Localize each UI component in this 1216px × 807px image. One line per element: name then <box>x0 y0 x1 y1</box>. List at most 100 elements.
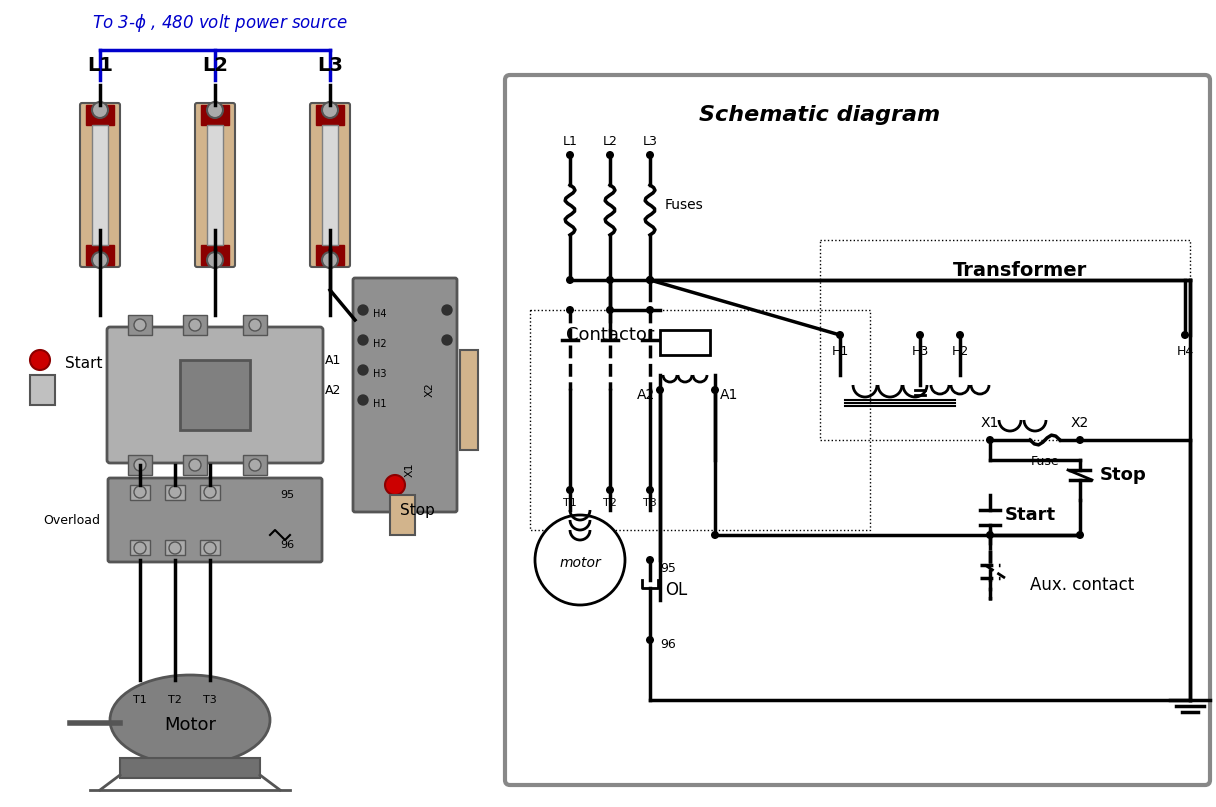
Bar <box>460 350 478 450</box>
Circle shape <box>134 459 146 471</box>
Bar <box>86 105 114 125</box>
Text: L1: L1 <box>563 135 578 148</box>
Circle shape <box>92 102 108 118</box>
Circle shape <box>711 531 719 539</box>
Text: OL: OL <box>665 581 687 599</box>
Circle shape <box>986 531 993 539</box>
Text: 96: 96 <box>660 638 676 651</box>
Text: Transformer: Transformer <box>953 261 1087 279</box>
FancyBboxPatch shape <box>310 103 350 267</box>
Text: X2: X2 <box>1071 416 1090 430</box>
Text: X1: X1 <box>405 462 415 477</box>
FancyBboxPatch shape <box>195 103 235 267</box>
Circle shape <box>606 276 614 284</box>
Circle shape <box>169 542 181 554</box>
Text: 96: 96 <box>280 540 294 550</box>
Text: Stop: Stop <box>400 503 435 517</box>
Text: T2: T2 <box>168 695 182 705</box>
Circle shape <box>535 515 625 605</box>
Text: T3: T3 <box>203 695 216 705</box>
Text: 95: 95 <box>660 562 676 575</box>
Circle shape <box>1076 531 1083 539</box>
Circle shape <box>441 305 452 315</box>
Text: A2: A2 <box>325 383 342 396</box>
Text: Start: Start <box>64 357 102 371</box>
Circle shape <box>358 365 368 375</box>
Circle shape <box>837 331 844 339</box>
Text: H1: H1 <box>832 345 849 358</box>
Circle shape <box>986 436 993 444</box>
Circle shape <box>207 102 223 118</box>
Circle shape <box>92 252 108 268</box>
FancyBboxPatch shape <box>107 327 323 463</box>
Bar <box>243 315 268 335</box>
Bar <box>128 315 152 335</box>
Circle shape <box>134 486 146 498</box>
Circle shape <box>646 306 654 314</box>
Circle shape <box>606 151 614 159</box>
Text: L3: L3 <box>642 135 658 148</box>
Bar <box>30 375 55 405</box>
Text: H4: H4 <box>373 309 387 319</box>
Circle shape <box>322 252 338 268</box>
Circle shape <box>646 151 654 159</box>
Circle shape <box>204 486 216 498</box>
Text: L3: L3 <box>317 56 343 75</box>
Circle shape <box>207 252 223 268</box>
Circle shape <box>646 486 654 494</box>
Text: H1: H1 <box>373 399 387 409</box>
Text: T1: T1 <box>563 498 576 508</box>
Bar <box>128 455 152 475</box>
Bar <box>92 125 108 245</box>
Circle shape <box>565 151 574 159</box>
Bar <box>316 245 344 265</box>
Text: X2: X2 <box>426 383 435 397</box>
Text: Motor: Motor <box>164 716 216 734</box>
Text: H2: H2 <box>951 345 969 358</box>
Bar <box>165 540 185 555</box>
Circle shape <box>30 350 50 370</box>
Circle shape <box>441 335 452 345</box>
Text: Contactor: Contactor <box>565 326 654 344</box>
Bar <box>180 360 250 430</box>
Circle shape <box>358 305 368 315</box>
Text: H4: H4 <box>1176 345 1194 358</box>
Bar <box>322 125 338 245</box>
FancyBboxPatch shape <box>80 103 120 267</box>
Text: 95: 95 <box>280 490 294 500</box>
Text: Fuses: Fuses <box>665 198 704 212</box>
Circle shape <box>204 542 216 554</box>
Circle shape <box>565 486 574 494</box>
Bar <box>201 245 229 265</box>
Text: A1: A1 <box>325 353 342 366</box>
Text: L2: L2 <box>603 135 618 148</box>
Circle shape <box>646 276 654 284</box>
Bar <box>86 245 114 265</box>
Circle shape <box>358 335 368 345</box>
Bar <box>182 455 207 475</box>
Text: L1: L1 <box>88 56 113 75</box>
Text: Schematic diagram: Schematic diagram <box>699 105 940 125</box>
Circle shape <box>188 459 201 471</box>
FancyBboxPatch shape <box>353 278 457 512</box>
Bar <box>120 758 260 778</box>
Circle shape <box>134 542 146 554</box>
Bar <box>390 495 415 535</box>
Bar <box>199 485 220 500</box>
Text: A1: A1 <box>720 388 738 402</box>
Text: L2: L2 <box>202 56 229 75</box>
Text: A2: A2 <box>637 388 655 402</box>
Text: motor: motor <box>559 556 601 570</box>
Ellipse shape <box>109 675 270 765</box>
Bar <box>130 485 150 500</box>
Circle shape <box>188 319 201 331</box>
Bar <box>243 455 268 475</box>
Circle shape <box>1076 436 1083 444</box>
Circle shape <box>646 636 654 644</box>
Text: Fuse: Fuse <box>1031 455 1059 468</box>
Text: H3: H3 <box>911 345 929 358</box>
FancyBboxPatch shape <box>505 75 1210 785</box>
Circle shape <box>916 331 924 339</box>
Circle shape <box>606 486 614 494</box>
Bar <box>316 105 344 125</box>
